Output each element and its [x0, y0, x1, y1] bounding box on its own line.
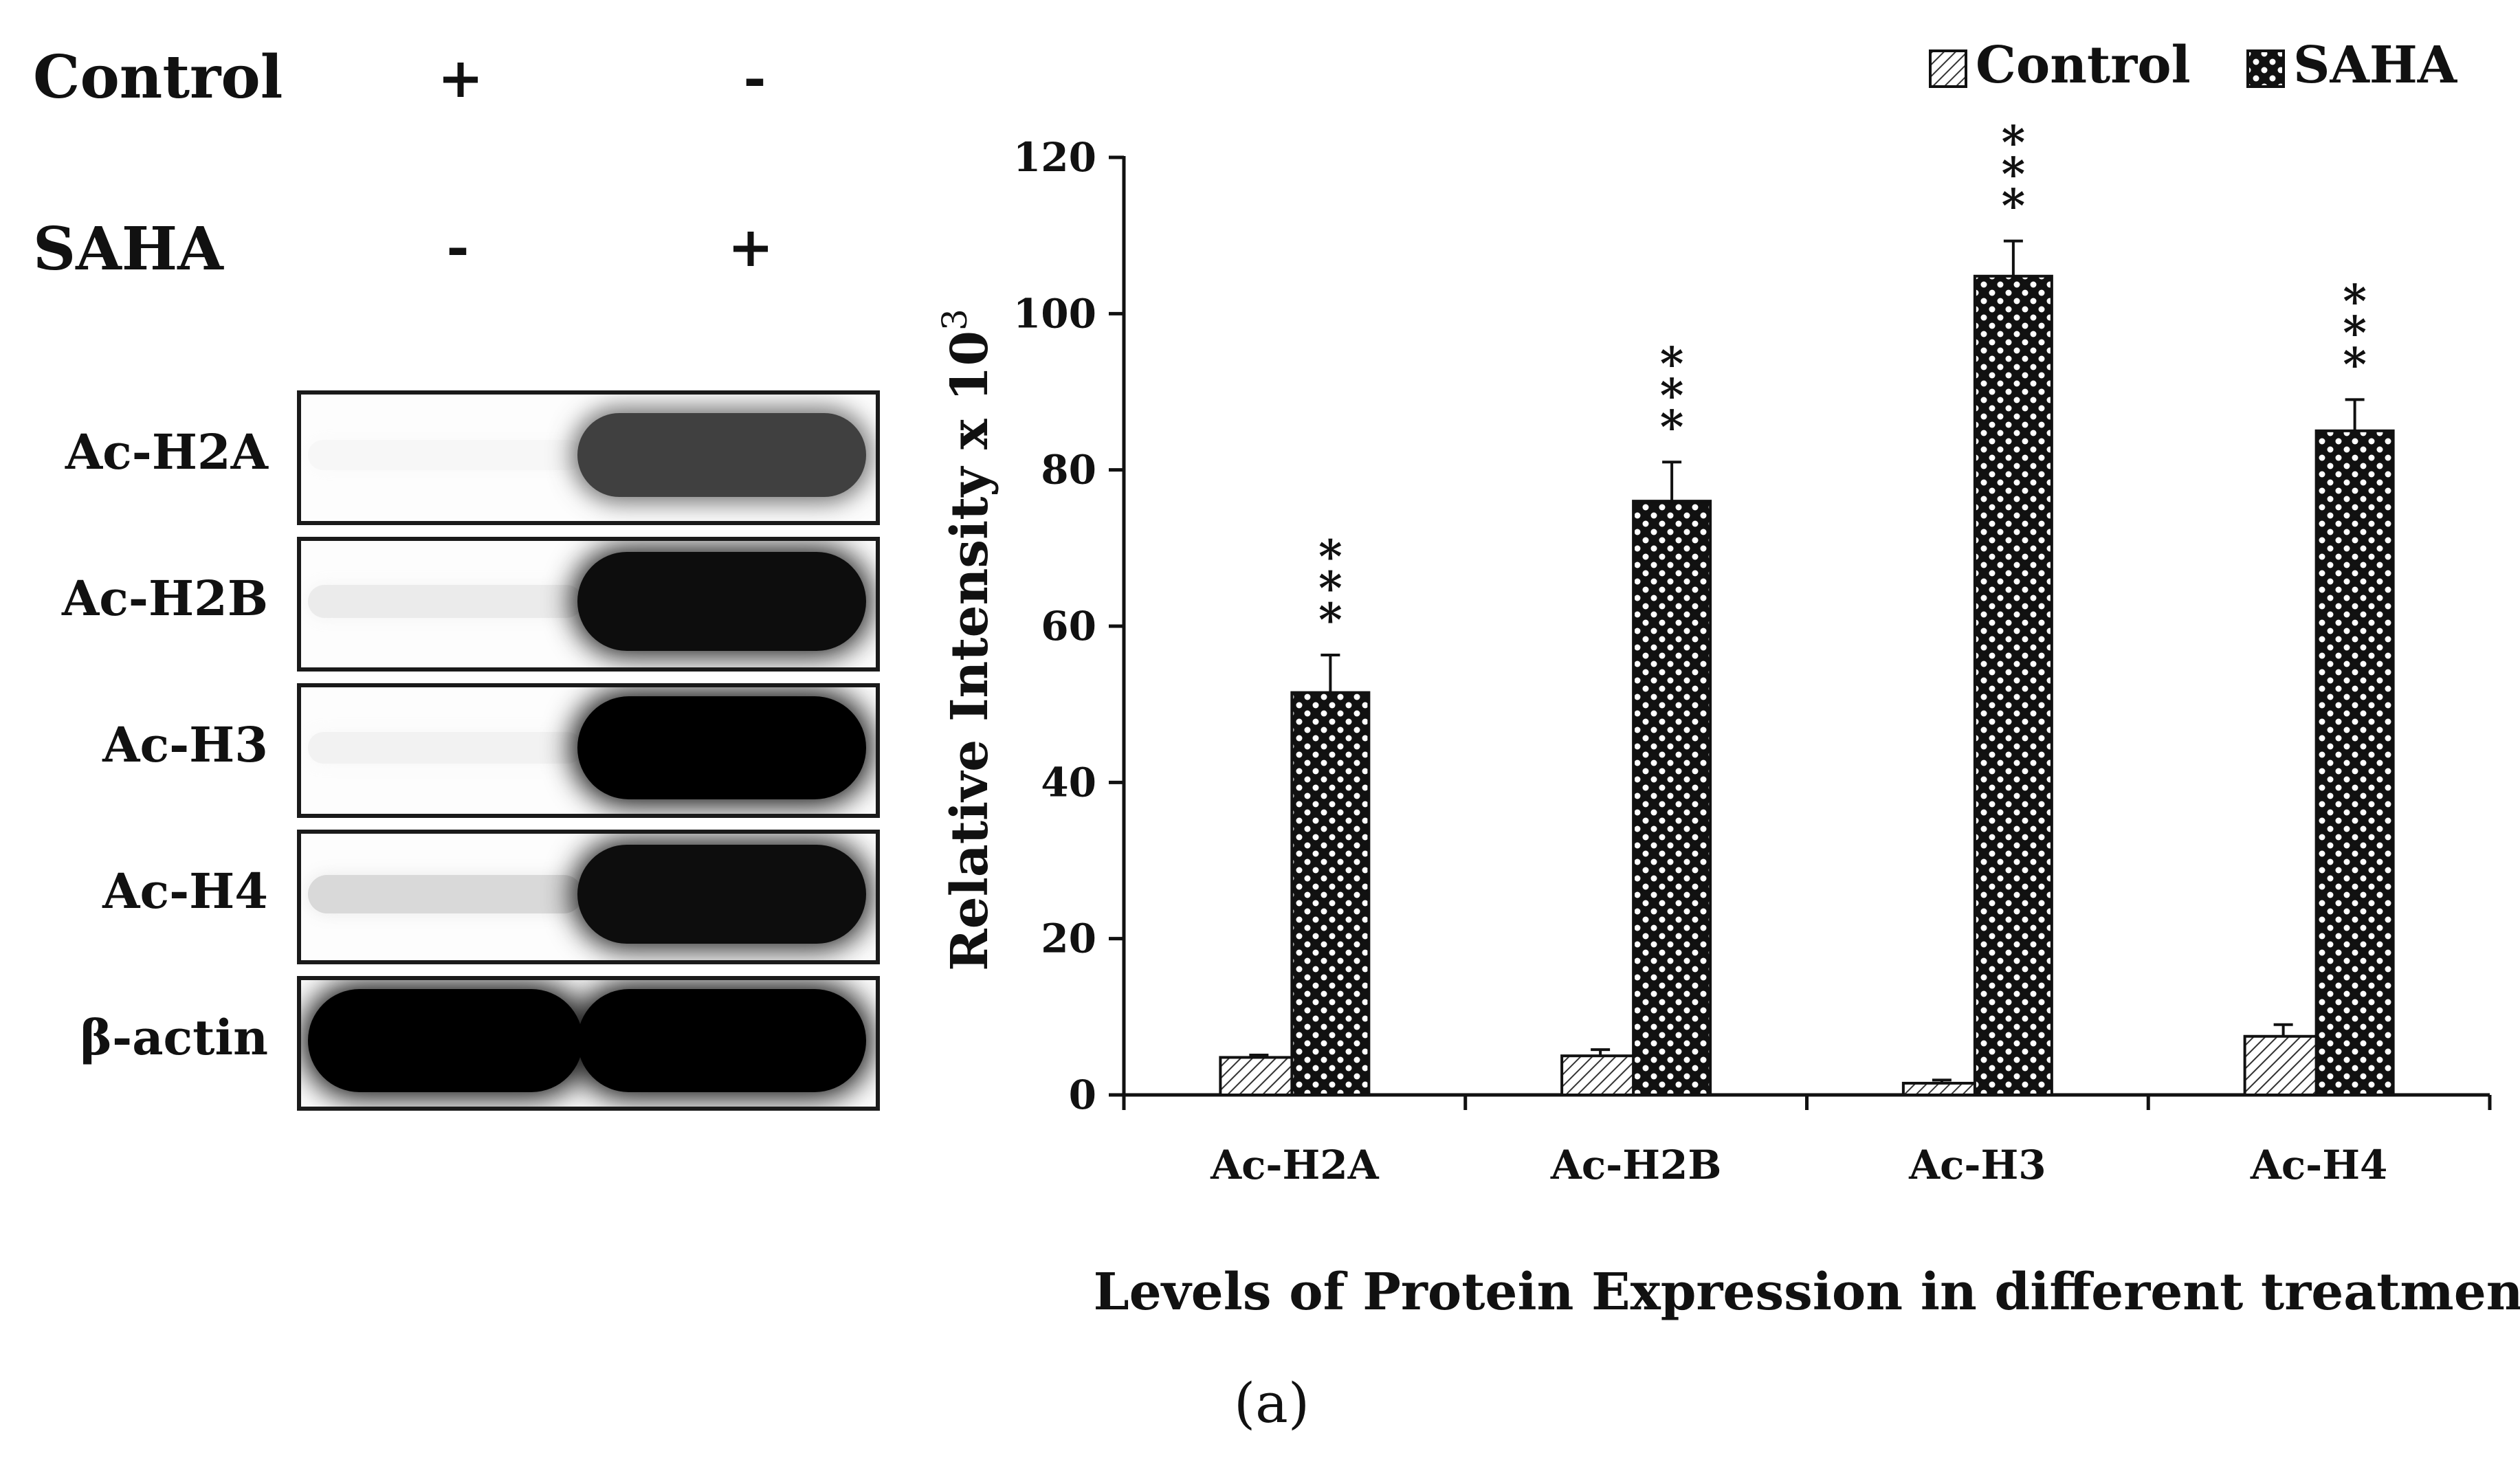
y-tick-label: 100: [1013, 290, 1096, 337]
legend-label-saha: SAHA: [2293, 36, 2458, 95]
bar-control: [1901, 1081, 1982, 1096]
condition-label-saha: SAHA: [33, 214, 223, 284]
y-tick-label: 120: [1013, 134, 1096, 181]
significance-star: *: [1318, 593, 1342, 647]
band-label: Ac-H2B: [62, 570, 268, 627]
significance-star: *: [1660, 400, 1684, 454]
blot-strip: [297, 683, 880, 818]
bar-saha: [2314, 429, 2395, 1096]
legend-swatch-control: [1929, 49, 1967, 88]
y-tick-label: 40: [1041, 759, 1096, 806]
band-lane2: [577, 989, 866, 1092]
saha-lane2-sign: +: [727, 214, 774, 279]
condition-label-control: Control: [33, 43, 283, 112]
band-label: β-actin: [80, 1009, 268, 1066]
x-tick-label: Ac-H2A: [1210, 1142, 1380, 1188]
band-lane2: [577, 844, 866, 944]
x-tick-label: Ac-H2B: [1550, 1142, 1722, 1188]
band-lane2: [577, 551, 866, 652]
significance-star: *: [2002, 148, 2026, 201]
significance-star: *: [2343, 274, 2367, 328]
band-label: Ac-H4: [102, 863, 268, 920]
y-tick-label: 0: [1069, 1072, 1096, 1118]
blot-strip: [297, 976, 880, 1111]
panel-label: (a): [1233, 1371, 1310, 1435]
significance-star: *: [2002, 116, 2026, 170]
blot-strip: [297, 830, 880, 964]
band-lane1: [308, 989, 583, 1092]
blot-strip: [297, 390, 880, 525]
band-lane2: [577, 696, 866, 799]
significance-star: *: [1660, 337, 1684, 390]
y-axis-title: Relative Intensity x 103: [935, 309, 999, 971]
bar-control: [2243, 1034, 2323, 1096]
significance-star: *: [2343, 337, 2367, 391]
blot-strip: [297, 537, 880, 672]
bar-control: [1560, 1054, 1641, 1096]
x-tick-label: Ac-H3: [1908, 1142, 2046, 1188]
legend-label-control: Control: [1976, 36, 2191, 95]
band-label: Ac-H3: [102, 716, 268, 773]
y-tick-label: 80: [1041, 447, 1096, 493]
significance-star: *: [1660, 368, 1684, 422]
y-tick-label: 20: [1041, 916, 1096, 962]
x-tick-label: Ac-H4: [2250, 1142, 2388, 1188]
x-axis-title: Levels of Protein Expression in differen…: [1094, 1263, 2520, 1322]
significance-star: *: [1318, 562, 1342, 615]
bar-saha: [1290, 691, 1371, 1096]
legend-swatch-saha: [2246, 49, 2285, 88]
band-lane2: [577, 412, 866, 498]
bar-saha: [1973, 274, 2053, 1097]
western-blot-panel: Control + - SAHA - + Ac-H2A Ac-H2B Ac-H3 Ac…: [0, 0, 907, 1168]
bar-saha: [1632, 500, 1712, 1096]
control-lane2-sign: -: [743, 45, 766, 110]
saha-lane1-sign: -: [446, 214, 469, 279]
y-tick-label: 60: [1041, 603, 1096, 650]
band-label: Ac-H2A: [65, 423, 268, 480]
bar-control: [1219, 1056, 1299, 1096]
control-lane1-sign: +: [437, 45, 484, 110]
band-lane1: [308, 732, 583, 764]
band-lane1: [308, 584, 583, 619]
significance-star: *: [1318, 530, 1342, 584]
band-lane1: [308, 874, 583, 914]
significance-star: *: [2002, 179, 2026, 233]
significance-star: *: [2343, 306, 2367, 359]
band-lane1: [308, 440, 583, 470]
